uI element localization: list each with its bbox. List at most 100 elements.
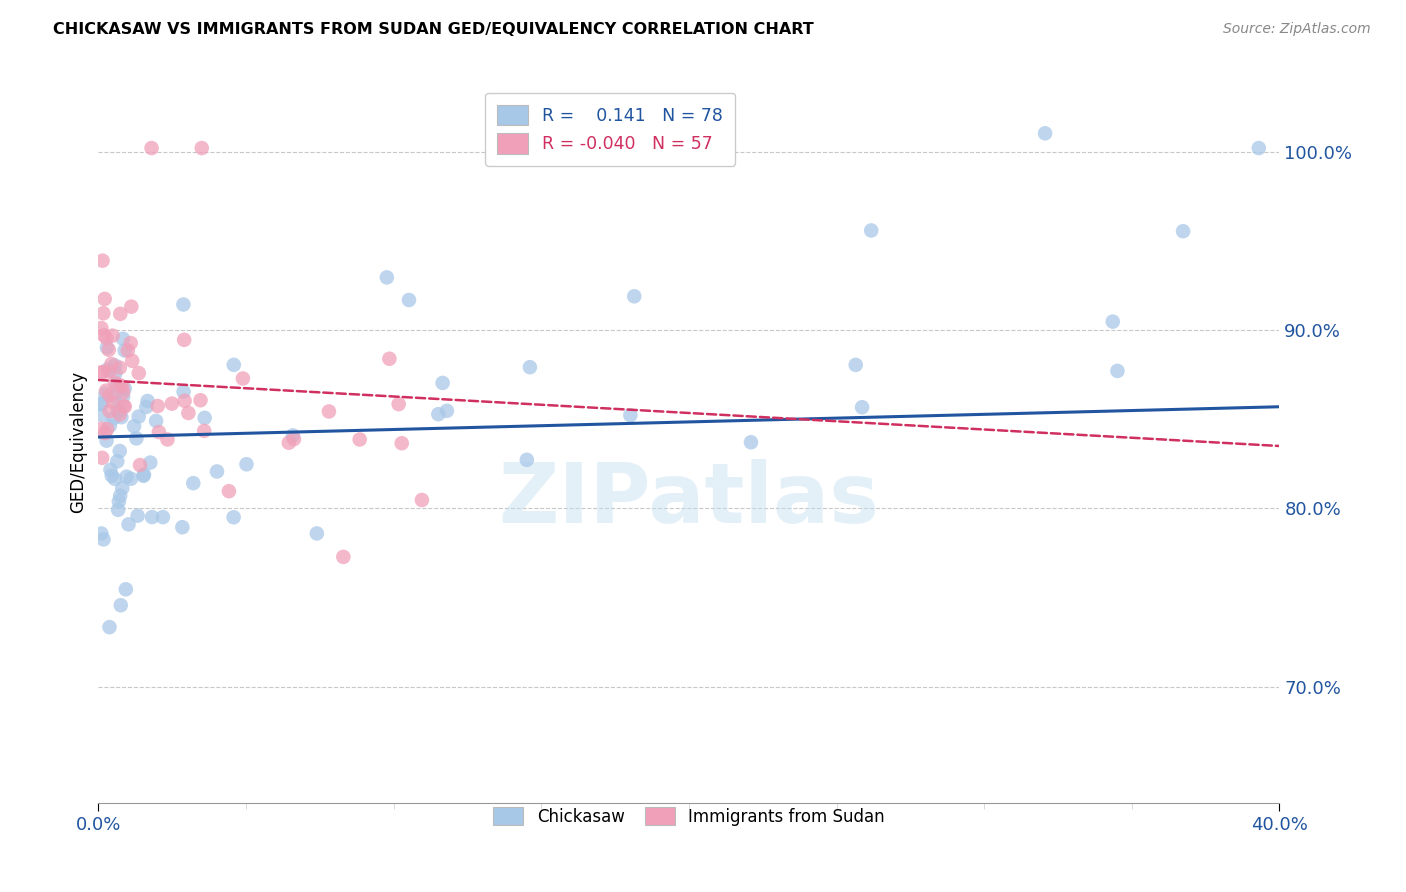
Point [93,328,115,343]
Point [191,141,214,155]
Point [91,450,114,465]
Point [117,343,139,358]
Point [96,331,118,345]
Point [378,351,401,366]
Text: ZIPatlas: ZIPatlas [499,458,879,540]
Point [108,360,131,375]
Point [148,425,170,439]
Point [160,396,183,410]
Point [98,620,121,634]
Point [97,362,120,376]
Point [100,357,122,371]
Point [128,366,150,380]
Point [851,401,873,415]
Point [181,476,204,491]
Point [120,472,142,486]
Point [132,467,155,482]
Point [173,393,195,408]
Point [114,582,136,597]
Point [1107,364,1129,378]
Point [1101,315,1123,329]
Point [93,533,115,547]
Point [218,484,240,499]
Point [432,376,454,390]
Point [232,371,254,385]
Point [112,400,135,414]
Point [97,343,120,357]
Point [117,517,139,532]
Point [190,393,212,408]
Point [519,360,541,375]
Point [94,384,117,398]
Point [90,396,112,410]
Point [110,410,132,425]
Point [104,366,127,380]
Point [194,410,217,425]
Point [100,463,122,477]
Point [108,444,131,458]
Point [1033,126,1056,140]
Point [436,404,458,418]
Point [98,388,121,402]
Point [107,377,129,392]
Point [281,428,304,442]
Point [139,456,162,470]
Point [145,414,167,428]
Point [222,358,245,372]
Point [108,408,131,422]
Point [108,378,131,392]
Point [115,469,138,483]
Point [114,343,136,358]
Point [136,394,159,409]
Point [94,426,117,441]
Point [90,321,112,335]
Point [94,386,117,401]
Y-axis label: GED/Equivalency: GED/Equivalency [69,370,87,513]
Point [845,358,868,372]
Point [1171,224,1194,238]
Point [93,365,115,379]
Point [132,468,155,483]
Point [146,399,169,413]
Point [277,435,299,450]
Point [375,270,398,285]
Point [114,382,136,396]
Point [129,458,152,472]
Point [121,354,143,368]
Point [90,526,112,541]
Point [427,407,450,421]
Point [111,379,134,393]
Point [120,300,142,314]
Point [90,408,112,422]
Point [152,510,174,524]
Point [108,489,131,503]
Point [104,472,127,486]
Point [141,141,163,155]
Point [283,432,305,446]
Point [98,404,121,418]
Point [110,599,132,613]
Point [173,384,195,399]
Point [388,397,411,411]
Point [177,406,200,420]
Point [103,395,125,409]
Point [91,306,114,320]
Point [193,424,215,438]
Point [114,400,136,414]
Point [104,376,127,390]
Point [173,333,195,347]
Point [305,526,328,541]
Point [1247,141,1270,155]
Text: CHICKASAW VS IMMIGRANTS FROM SUDAN GED/EQUIVALENCY CORRELATION CHART: CHICKASAW VS IMMIGRANTS FROM SUDAN GED/E… [53,22,814,37]
Point [108,403,131,417]
Point [127,508,149,523]
Point [96,434,118,448]
Text: Source: ZipAtlas.com: Source: ZipAtlas.com [1223,22,1371,37]
Point [860,223,883,237]
Point [318,404,340,418]
Point [516,453,538,467]
Point [398,293,420,307]
Point [98,364,121,378]
Point [103,390,125,404]
Point [222,510,245,524]
